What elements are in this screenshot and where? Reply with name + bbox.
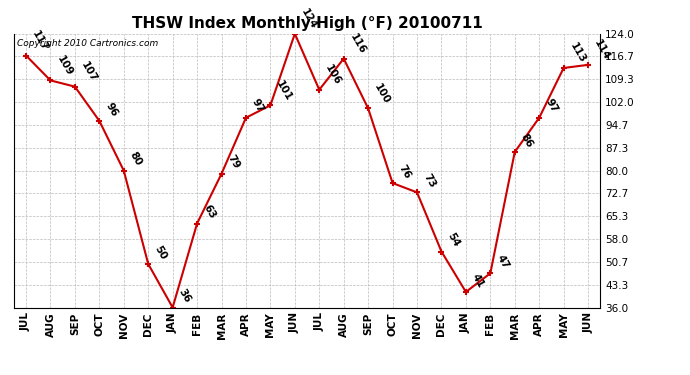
Text: 116: 116 xyxy=(348,32,367,56)
Text: 76: 76 xyxy=(397,163,413,180)
Text: 50: 50 xyxy=(152,244,168,261)
Text: 80: 80 xyxy=(128,150,144,168)
Text: Copyright 2010 Cartronics.com: Copyright 2010 Cartronics.com xyxy=(17,39,158,48)
Text: 114: 114 xyxy=(592,38,612,62)
Text: 101: 101 xyxy=(275,79,294,102)
Text: 109: 109 xyxy=(55,54,74,78)
Text: 36: 36 xyxy=(177,287,193,305)
Text: 86: 86 xyxy=(519,132,535,149)
Text: 73: 73 xyxy=(421,172,437,190)
Title: THSW Index Monthly High (°F) 20100711: THSW Index Monthly High (°F) 20100711 xyxy=(132,16,482,31)
Text: 124: 124 xyxy=(299,7,319,31)
Text: 97: 97 xyxy=(250,98,266,115)
Text: 79: 79 xyxy=(226,153,241,171)
Text: 100: 100 xyxy=(373,82,392,106)
Text: 41: 41 xyxy=(470,272,486,289)
Text: 106: 106 xyxy=(324,63,343,87)
Text: 97: 97 xyxy=(543,98,560,115)
Text: 63: 63 xyxy=(201,203,217,221)
Text: 113: 113 xyxy=(568,41,587,65)
Text: 107: 107 xyxy=(79,60,99,84)
Text: 54: 54 xyxy=(446,231,462,249)
Text: 117: 117 xyxy=(30,29,50,53)
Text: 47: 47 xyxy=(495,253,511,270)
Text: 96: 96 xyxy=(104,100,119,118)
